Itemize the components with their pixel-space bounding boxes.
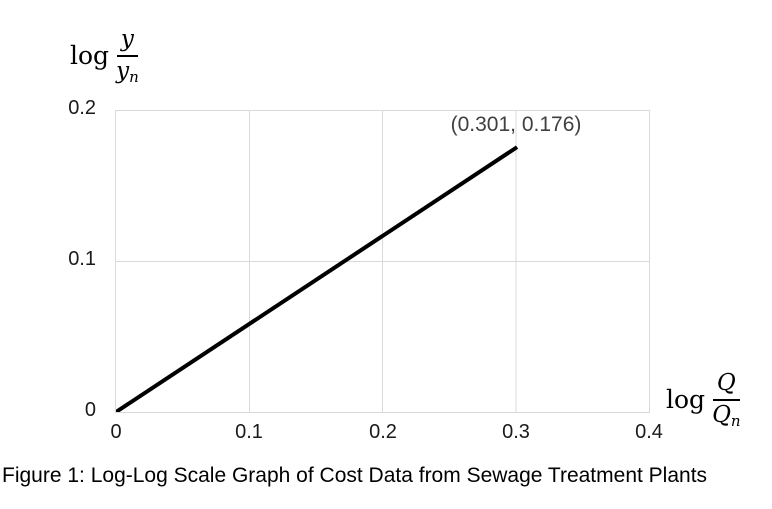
x-axis-fraction-denominator: Qn: [712, 402, 741, 430]
y-axis-denominator-subscript: n: [129, 68, 139, 86]
x-axis-fraction-numerator: Q: [712, 370, 740, 401]
y-axis-log-text: log: [70, 41, 110, 70]
x-axis-denominator-subscript: n: [730, 412, 741, 430]
y-tick-label: 0.1: [68, 248, 96, 270]
y-axis-fraction-denominator: yn: [116, 58, 139, 86]
y-axis-fraction: y yn: [116, 26, 139, 85]
x-axis-log-text: log: [666, 385, 706, 414]
x-axis-title: log Q Qn: [666, 370, 741, 429]
x-axis-fraction: Q Qn: [712, 370, 741, 429]
x-tick-label: 0.3: [502, 421, 530, 443]
plot-area: (0.301, 0.176): [115, 110, 650, 413]
y-axis-title: log y yn: [70, 26, 139, 85]
point-annotation: (0.301, 0.176): [450, 113, 582, 136]
figure-caption: Figure 1: Log-Log Scale Graph of Cost Da…: [2, 464, 708, 487]
x-tick-label: 0.1: [235, 421, 263, 443]
x-tick-label: 0.4: [635, 421, 663, 443]
y-tick-label: 0: [84, 399, 96, 421]
chart-line-svg: [116, 111, 649, 412]
y-tick-label: 0.2: [68, 97, 96, 119]
x-tick-label: 0.2: [369, 421, 397, 443]
x-tick-label: 0: [110, 421, 122, 443]
y-axis-fraction-numerator: y: [116, 26, 138, 57]
